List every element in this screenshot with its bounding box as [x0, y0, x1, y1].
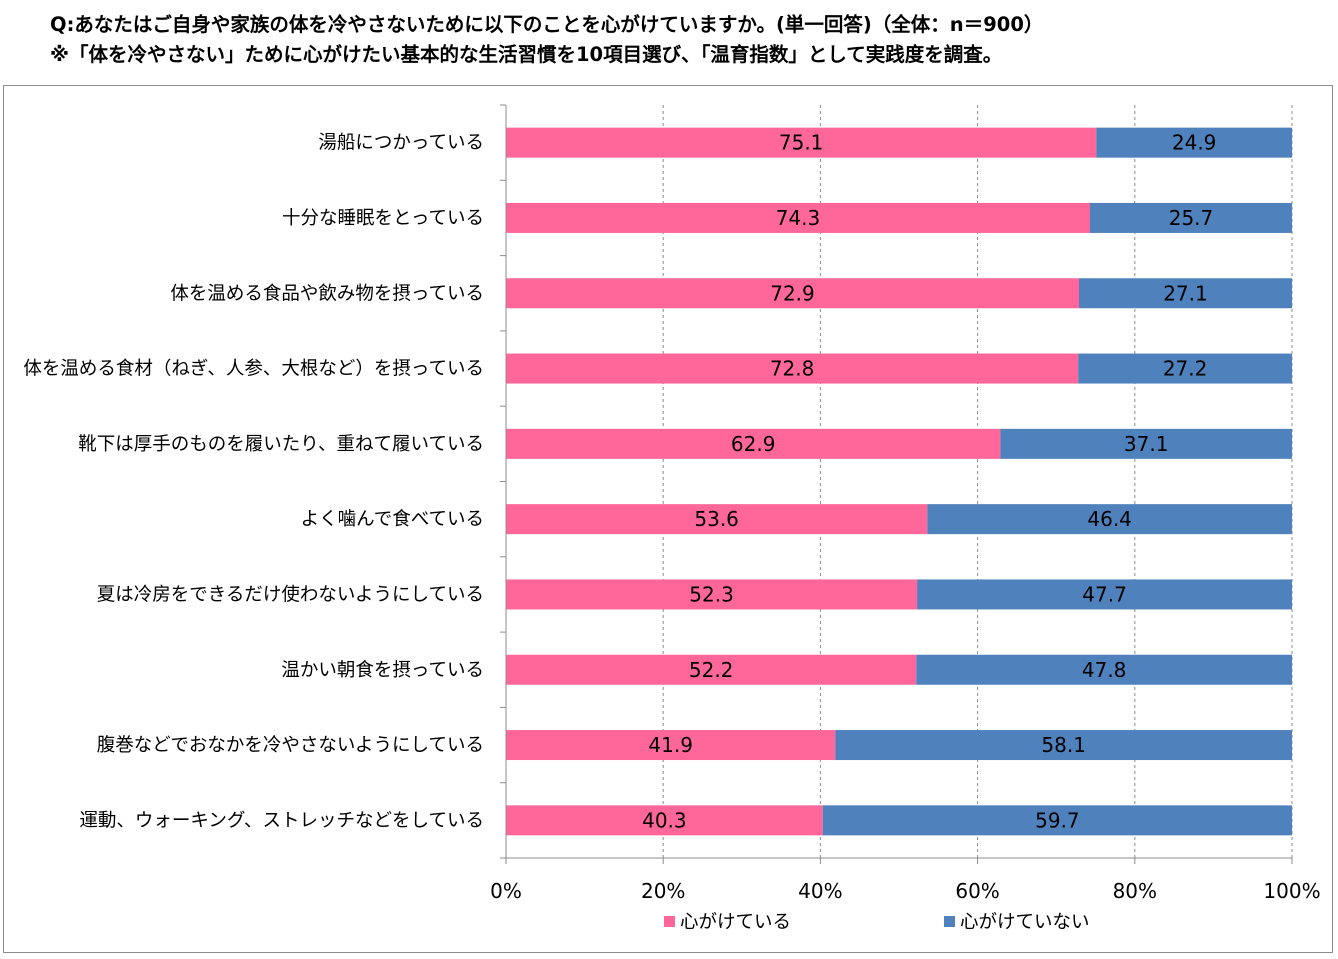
data-label: 24.9: [1172, 131, 1217, 155]
bar-segment-yes: [506, 654, 917, 685]
x-tick-label: 40%: [798, 879, 842, 903]
data-label: 53.6: [694, 507, 739, 531]
chart-frame: [3, 85, 1333, 953]
bar-segment-no: [822, 805, 1292, 836]
data-label: 72.9: [770, 281, 815, 305]
bar-segment-no: [916, 654, 1292, 685]
category-label: 体を温める食材（ねぎ、人参、大根など）を摂っている: [23, 359, 484, 380]
category-label: 温かい朝食を摂っている: [281, 660, 484, 681]
bar-segment-no: [835, 730, 1292, 761]
bar-segment-no: [917, 579, 1292, 610]
category-label: よく噛んで食べている: [301, 509, 484, 530]
data-label: 46.4: [1087, 507, 1132, 531]
bar-series: [506, 127, 1292, 836]
category-label: 湯船につかっている: [318, 133, 484, 154]
x-tick-label: 80%: [1113, 879, 1157, 903]
bar-segment-yes: [506, 504, 928, 535]
data-label: 47.7: [1082, 582, 1127, 606]
bar-segment-no: [1078, 353, 1292, 384]
bar-segment-no: [927, 504, 1292, 535]
bar-segment-no: [1089, 202, 1292, 233]
data-label: 27.1: [1163, 281, 1208, 305]
category-label: 運動、ウォーキング、ストレッチなどをしている: [79, 810, 484, 831]
x-tick-label: 20%: [641, 879, 685, 903]
x-tick-label: 0%: [490, 879, 522, 903]
legend-label: 心がけている: [680, 912, 791, 933]
bar-segment-no: [1096, 127, 1292, 158]
x-tick-label: 100%: [1263, 879, 1320, 903]
data-label: 37.1: [1124, 432, 1169, 456]
category-label: 体を温める食品や飲み物を摂っている: [170, 283, 484, 304]
category-label: 夏は冷房をできるだけ使わないようにしている: [97, 584, 484, 605]
data-label: 58.1: [1041, 733, 1086, 757]
data-label: 47.8: [1082, 658, 1127, 682]
survey-note: ※「体を冷やさない」ために心がけたい基本的な生活習慣を10項目選び、「温育指数」…: [50, 43, 1003, 66]
bar-segment-yes: [506, 805, 823, 836]
axes: [500, 104, 1293, 864]
data-label: 52.2: [689, 658, 734, 682]
data-label: 40.3: [642, 808, 687, 832]
bar-segment-yes: [506, 579, 918, 610]
chart-header: Q:あなたはご自身や家族の体を冷やさないために以下のことを心がけていますか。(単…: [50, 10, 1330, 70]
bar-segment-yes: [506, 127, 1097, 158]
bar-segment-yes: [506, 202, 1090, 233]
bar-segment-no: [1078, 278, 1292, 309]
category-label: 靴下は厚手のものを履いたり、重ねて履いている: [78, 434, 484, 455]
bar-segment-yes: [506, 428, 1001, 459]
category-label: 腹巻などでおなかを冷やさないようにしている: [97, 735, 484, 756]
legend-swatch: [944, 916, 955, 927]
bar-segment-yes: [506, 730, 836, 761]
data-label: 25.7: [1169, 206, 1214, 230]
bar-segment-yes: [506, 278, 1079, 309]
category-label: 十分な睡眠をとっている: [282, 208, 484, 229]
question-title: Q:あなたはご自身や家族の体を冷やさないために以下のことを心がけていますか。(単…: [50, 13, 1044, 36]
data-label: 27.2: [1163, 357, 1208, 381]
x-tick-label: 60%: [955, 879, 999, 903]
legend-swatch: [664, 916, 675, 927]
legend-label: 心がけていない: [960, 912, 1090, 933]
data-label: 74.3: [776, 206, 821, 230]
legend: 心がけている 心がけていない: [664, 912, 1090, 933]
data-label: 62.9: [731, 432, 776, 456]
data-label: 72.8: [770, 357, 815, 381]
data-label: 52.3: [689, 582, 734, 606]
data-label: 41.9: [648, 733, 693, 757]
data-label: 75.1: [779, 131, 824, 155]
bar-segment-yes: [506, 353, 1079, 384]
labels: 0% 20% 40% 60% 80% 100% 75.1 24.9 湯船につかっている 74.3 2…: [23, 131, 1320, 903]
bar-segment-no: [1000, 428, 1292, 459]
data-label: 59.7: [1035, 808, 1080, 832]
